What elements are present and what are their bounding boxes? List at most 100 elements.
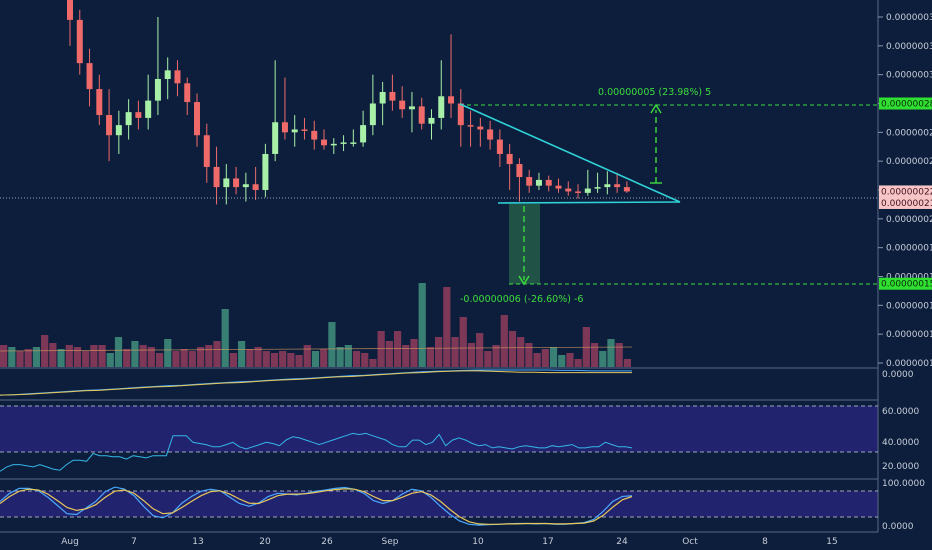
candle-body: [154, 78, 161, 101]
upper-arrow-head: [650, 103, 662, 114]
lower-arrow-head: [518, 275, 530, 286]
price-tag-label: 0.00000015: [881, 280, 932, 290]
volume-bar: [599, 351, 607, 367]
volume-bar: [344, 345, 352, 367]
volume-bar: [385, 341, 393, 367]
volume-bar: [295, 355, 303, 367]
candle-body: [555, 185, 562, 189]
volume-bar: [443, 287, 451, 367]
candle-body: [457, 103, 464, 126]
volume-bar: [254, 347, 262, 367]
candle-body: [330, 143, 337, 146]
volume-bar: [270, 353, 279, 367]
candle-body: [535, 179, 542, 186]
volume-bar: [213, 341, 221, 367]
volume-bar: [517, 337, 525, 367]
candle-body: [496, 139, 503, 154]
candle-body: [125, 112, 132, 126]
candle-body: [203, 135, 210, 167]
volume-bar: [361, 353, 369, 367]
volume-bar: [57, 349, 65, 367]
volume-bar: [155, 353, 164, 367]
volume-bar: [221, 309, 229, 367]
rsi-line: [0, 432, 633, 472]
rsi-tick-60: 60.0000: [882, 407, 919, 417]
volume-bar: [98, 345, 106, 367]
candle-body: [350, 142, 357, 144]
volume-bar: [311, 351, 320, 367]
volume-bar: [65, 345, 73, 367]
volume-bar: [196, 347, 205, 367]
stoch-d-line: [0, 488, 633, 525]
candle-body: [565, 188, 572, 192]
candle-body: [233, 178, 240, 188]
stoch-band: [0, 491, 878, 517]
volume-ma-line: [0, 346, 633, 352]
volume-bar: [352, 351, 361, 367]
candle-body: [594, 187, 601, 189]
candle-body: [194, 102, 201, 136]
date-tick-label: 24: [616, 537, 628, 547]
volume-bar: [114, 337, 123, 367]
date-tick-label: 13: [192, 537, 203, 547]
candle-body: [223, 178, 230, 188]
volume-bar: [533, 353, 541, 367]
date-tick-label: Sep: [382, 537, 399, 547]
candle-body: [438, 96, 445, 118]
candle-body: [86, 63, 93, 90]
volume-bar: [377, 331, 385, 367]
candle-body: [145, 100, 152, 118]
volume-bar: [574, 359, 582, 367]
candle-body: [516, 164, 523, 178]
date-tick-label: 10: [472, 537, 484, 547]
volume-bar: [607, 339, 615, 367]
volume-bar: [393, 331, 402, 367]
volume-bar: [476, 333, 484, 367]
volume-bar: [0, 345, 8, 367]
date-tick-label: 15: [826, 537, 837, 547]
candle-body: [369, 103, 376, 126]
price-tag: [879, 277, 932, 290]
candle-body: [389, 91, 396, 101]
volume-bar: [106, 353, 114, 367]
candle-body: [184, 83, 191, 103]
volume-bar: [492, 345, 500, 367]
volume-bar: [49, 343, 57, 367]
date-tick-label: Aug: [61, 537, 79, 547]
rsi-tick-40: 40.0000: [882, 438, 919, 448]
candle-body: [96, 89, 103, 116]
candle-body: [76, 19, 83, 64]
candle-body: [487, 129, 494, 140]
candle-body: [526, 177, 533, 186]
volume-bar: [459, 317, 467, 367]
candle-body: [164, 70, 171, 79]
candle-body: [272, 122, 279, 154]
price-tag-label: 0.00000021: [881, 199, 932, 209]
volume-bar: [558, 355, 566, 367]
volume-bar: [131, 341, 139, 367]
candle-body: [301, 129, 308, 131]
candle-body: [115, 125, 122, 136]
date-tick-label: 7: [131, 537, 137, 547]
volume-bar: [336, 347, 344, 367]
candle-body: [408, 106, 415, 110]
volume-bar: [279, 351, 287, 367]
price-tag-label: 0.00000022: [881, 187, 932, 197]
volume-bar: [303, 345, 311, 367]
time-axis[interactable]: Aug 7 13 20 26 Sep 10 17 24 Oct 8 15: [61, 537, 838, 547]
candlesticks: [67, 0, 630, 205]
volume-bar: [451, 337, 459, 367]
volume-bars: [0, 283, 631, 367]
date-tick-label: Oct: [682, 537, 698, 547]
price-tag: [879, 185, 932, 198]
stoch-tick-0: 0.0000: [882, 522, 914, 532]
price-tick-label: 0.00000032: [886, 42, 932, 52]
volume-bar: [508, 331, 517, 367]
price-tag: [879, 97, 932, 110]
candle-body: [67, 0, 73, 20]
volume-bar: [229, 353, 238, 367]
candle-body: [311, 130, 318, 140]
